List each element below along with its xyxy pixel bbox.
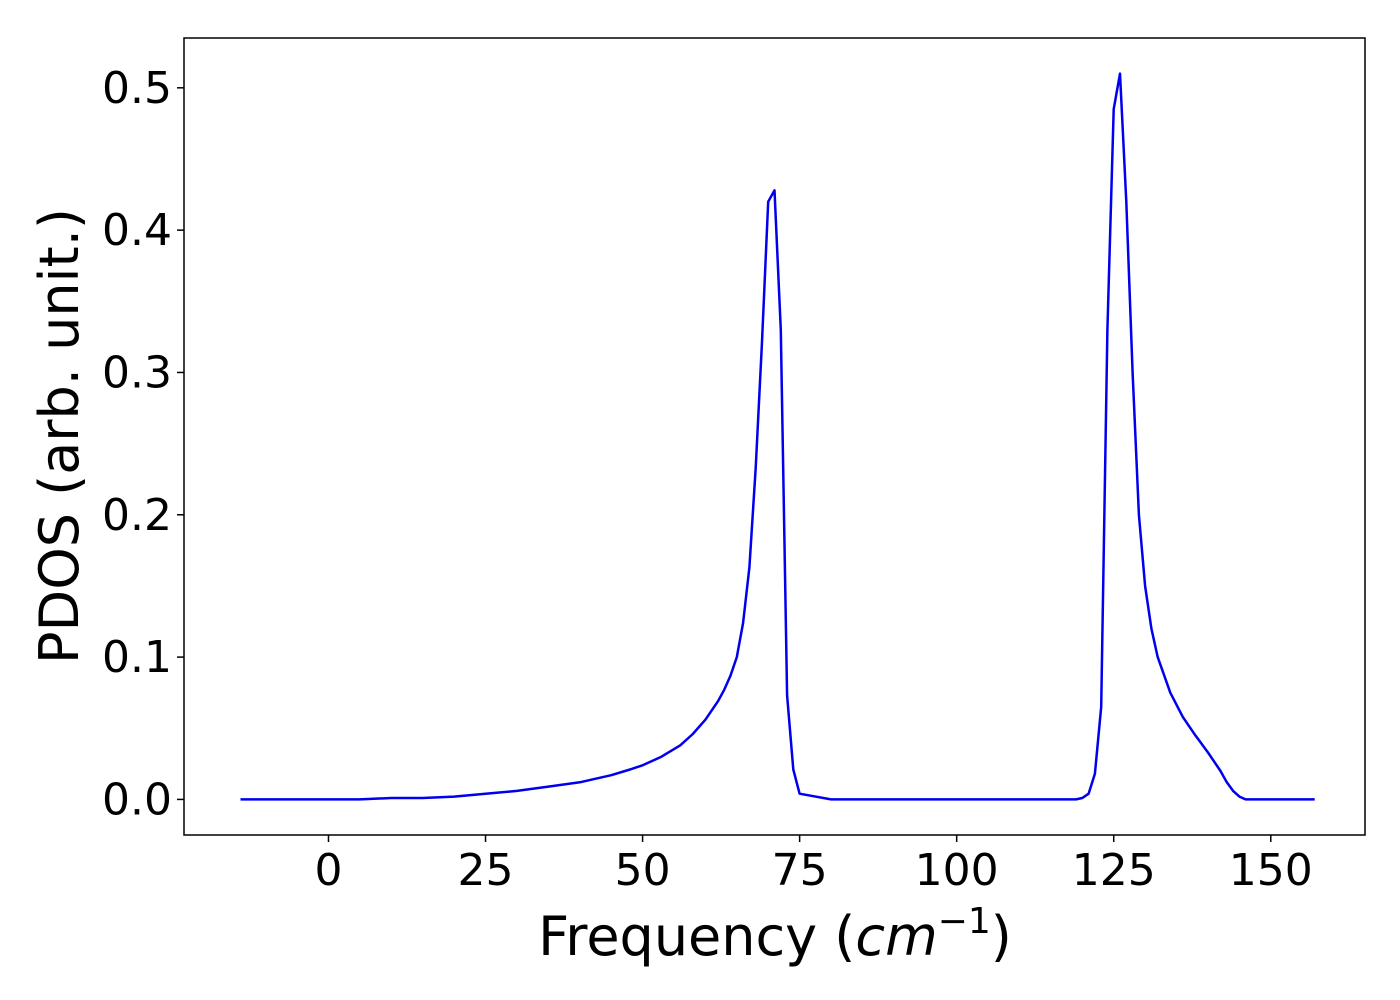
x-axis-label-close: )	[991, 905, 1012, 968]
y-axis-label: PDOS (arb. unit.)	[28, 208, 91, 664]
series-layer	[240, 72, 1315, 801]
x-axis-label-unit: cm	[855, 905, 937, 968]
y-tick-label: 0.4	[102, 205, 172, 256]
x-axis-ticks: 0 25 50 75 100 125 150	[314, 835, 1313, 896]
x-tick-label: 0	[314, 845, 342, 896]
x-tick-label: 125	[1072, 845, 1156, 896]
x-axis-label-exponent: −1	[938, 901, 991, 942]
y-tick-label: 0.1	[102, 632, 172, 683]
y-tick-label: 0.5	[102, 63, 172, 114]
x-tick-label: 150	[1229, 845, 1313, 896]
y-tick-label: 0.0	[102, 774, 172, 825]
x-axis-label-text: Frequency (	[538, 905, 855, 968]
y-tick-label: 0.3	[102, 347, 172, 398]
x-tick-label: 50	[615, 845, 671, 896]
x-axis-label: Frequency (cm−1)	[538, 901, 1012, 968]
x-tick-label: 75	[772, 845, 828, 896]
y-tick-label: 0.2	[102, 490, 172, 541]
x-tick-label: 100	[915, 845, 999, 896]
y-axis-ticks: 0.0 0.1 0.2 0.3 0.4 0.5	[102, 63, 184, 825]
x-tick-label: 25	[458, 845, 514, 896]
plot-area-frame	[183, 37, 1366, 836]
pdos-series-line	[240, 72, 1315, 801]
